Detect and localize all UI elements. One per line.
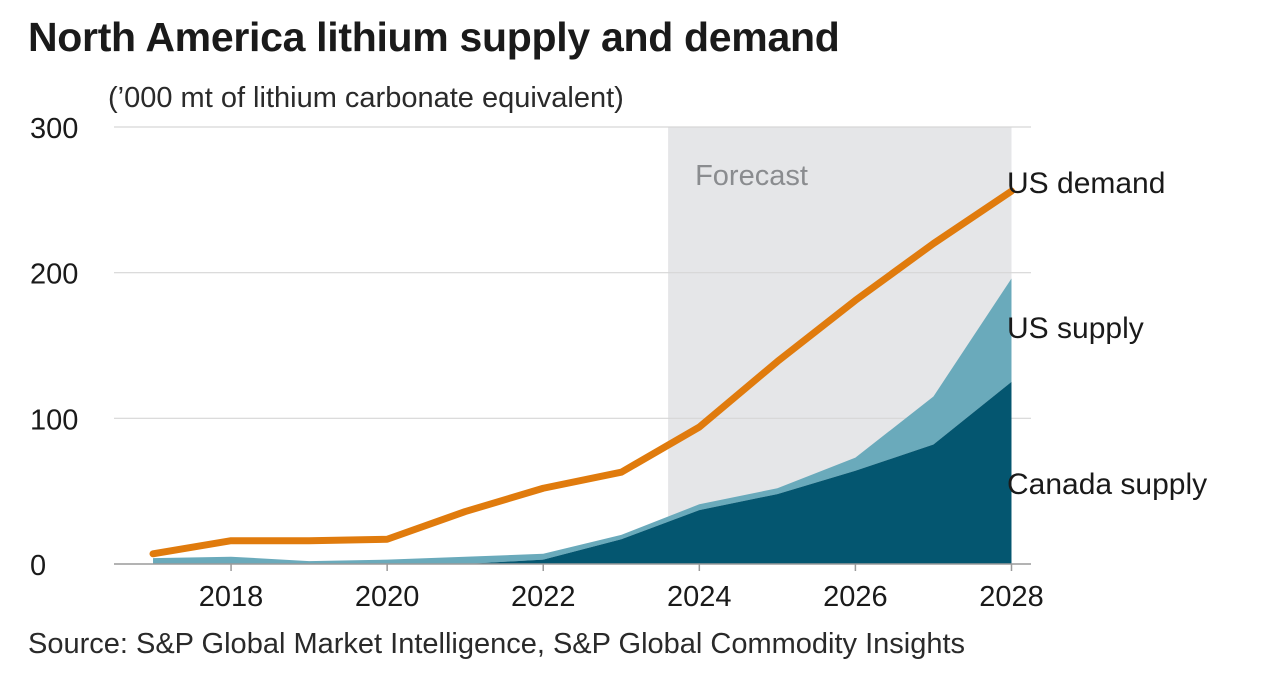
chart-title: North America lithium supply and demand (28, 14, 840, 60)
x-tick-label: 2022 (511, 581, 576, 613)
stacked-areas (153, 278, 1012, 564)
y-tick-label: 200 (30, 259, 78, 291)
series-labels: Canada supply US supply US demand (1007, 167, 1207, 501)
y-tick-label: 100 (30, 404, 78, 436)
y-tick-label: 300 (30, 113, 78, 145)
x-tick-label: 2018 (199, 581, 264, 613)
forecast-label: Forecast (695, 160, 808, 192)
demand-line-layer (149, 187, 1015, 558)
x-tick-label: 2020 (355, 581, 420, 613)
x-tick-label: 2024 (667, 581, 732, 613)
axes: 0 100 200 300 2018 2020 2022 2024 2026 2028 (30, 113, 1044, 613)
source-note: Source: S&P Global Market Intelligence, … (28, 628, 966, 660)
chart-subtitle: (’000 mt of lithium carbonate equivalent… (108, 82, 624, 114)
x-tick-label: 2028 (979, 581, 1044, 613)
gridlines (114, 126, 1031, 419)
y-tick-label: 0 (30, 550, 46, 582)
us-demand-line (149, 187, 1015, 558)
canada-supply-area (153, 381, 1012, 564)
us-demand-label: US demand (1007, 167, 1165, 200)
canada-supply-label: Canada supply (1007, 468, 1207, 501)
x-tick-label: 2026 (823, 581, 888, 613)
us-supply-label: US supply (1007, 312, 1144, 345)
